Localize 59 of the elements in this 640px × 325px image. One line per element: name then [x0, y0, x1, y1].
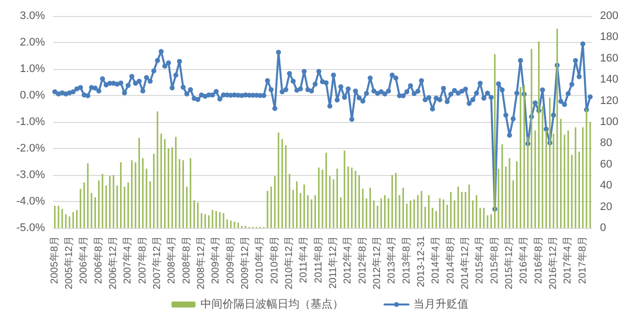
y-tick-label: 1.0% [20, 63, 46, 75]
y2-tick-label: 100 [600, 116, 618, 128]
x-tick-label: 2016年8月 [532, 236, 544, 284]
y-tick-label: 3.0% [20, 10, 46, 22]
x-tick-label: 2007年12月 [151, 236, 163, 290]
x-tick-label: 2017年4月 [562, 236, 574, 284]
y-tick-label: -1.0% [16, 116, 46, 128]
y-tick-label: -5.0% [16, 222, 46, 234]
legend-label: 当月升贬值 [414, 298, 468, 310]
x-tick-label: 2013年8月 [400, 236, 412, 284]
x-tick-label: 2006年12月 [107, 236, 119, 290]
x-tick-label: 2007年4月 [122, 236, 134, 284]
x-tick-label: 2014年4月 [430, 236, 442, 284]
x-tick-label: 2014年8月 [444, 236, 456, 284]
x-tick-label: 2016年4月 [518, 236, 530, 284]
x-tick-label: 2015年8月 [488, 236, 500, 284]
x-tick-label: 2010年12月 [283, 236, 295, 290]
y2-tick-label: 180 [600, 31, 618, 44]
x-tick-label: 2015年4月 [474, 236, 486, 284]
x-tick-label: 2009年12月 [239, 236, 251, 290]
x-tick-label: 2006年8月 [92, 236, 104, 284]
y-tick-label: 2.0% [20, 36, 46, 48]
x-tick-label: 2009年8月 [224, 236, 236, 284]
x-tick-label: 2011年12月 [327, 236, 339, 289]
legend-label: 中间价隔日波幅日均（基点） [200, 298, 344, 310]
x-tick-label: 2007年8月 [136, 236, 148, 284]
x-tick-label: 2015年12月 [503, 236, 515, 290]
y-tick-label: 0.0% [20, 90, 46, 102]
y-tick-label: -4.0% [16, 196, 46, 208]
x-tick-label: 2017年8月 [576, 236, 588, 284]
x-tick-label: 2011年8月 [312, 236, 324, 284]
x-tick-label: 2006年4月 [78, 236, 90, 284]
x-tick-label: 2010年4月 [254, 236, 266, 284]
y-tick-label: -3.0% [16, 169, 46, 181]
y2-tick-label: 120 [600, 94, 618, 107]
x-tick-label: 2008年8月 [180, 236, 192, 284]
x-tick-label: 2012年12月 [371, 236, 383, 290]
x-tick-label: 2013-12-31 [416, 236, 427, 288]
x-tick-label: 2009年4月 [210, 236, 222, 284]
x-tick-label: 2016年12月 [547, 236, 559, 290]
x-tick-label: 2014年12月 [459, 236, 471, 290]
x-tick-label: 2010年8月 [268, 236, 280, 284]
x-tick-label: 2012年8月 [356, 236, 368, 284]
x-tick-label: 2013年4月 [386, 236, 398, 284]
x-tick-label: 2005年8月 [48, 236, 60, 284]
y2-tick-label: 0 [600, 222, 606, 234]
y2-tick-label: 80 [600, 137, 612, 150]
y2-tick-label: 160 [600, 52, 618, 64]
y2-tick-label: 200 [600, 10, 618, 22]
y2-tick-label: 60 [600, 158, 612, 170]
y2-tick-label: 20 [600, 200, 612, 213]
x-tick-label: 2008年12月 [195, 236, 207, 290]
x-tick-label: 2012年4月 [342, 236, 354, 284]
x-tick-label: 2005年12月 [63, 236, 75, 290]
y-tick-label: -2.0% [16, 142, 46, 154]
y2-tick-label: 140 [600, 74, 618, 86]
x-tick-label: 2011年4月 [298, 236, 310, 284]
x-tick-label: 2008年4月 [166, 236, 178, 284]
y2-tick-label: 40 [600, 180, 612, 192]
